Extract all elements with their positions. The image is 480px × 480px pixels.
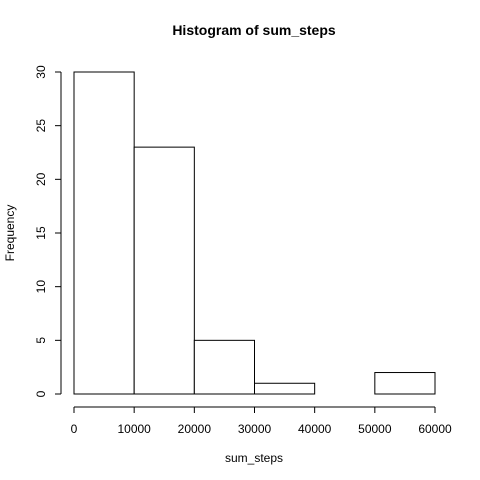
histogram-bar-2 xyxy=(193,339,255,395)
y-axis-label: Frequency xyxy=(3,205,17,262)
chart-title: Histogram of sum_steps xyxy=(172,22,336,38)
y-tick-label-6: 30 xyxy=(34,65,48,79)
histogram-bar-0 xyxy=(73,71,135,395)
x-tick-label-4: 40000 xyxy=(298,422,332,436)
x-axis: 0 10000 20000 30000 40000 50000 60000 xyxy=(71,406,452,436)
y-tick-label-3: 15 xyxy=(34,226,48,240)
x-tick-label-1: 10000 xyxy=(117,422,151,436)
histogram-bar-5 xyxy=(374,372,436,395)
y-tick-label-4: 20 xyxy=(34,172,48,186)
y-axis: 0 5 10 15 20 25 30 xyxy=(34,65,62,397)
x-tick-label-6: 60000 xyxy=(418,422,452,436)
bars-group xyxy=(73,71,436,395)
x-axis-label: sum_steps xyxy=(225,451,283,465)
x-tick-label-2: 20000 xyxy=(178,422,212,436)
y-tick-label-1: 5 xyxy=(34,337,48,344)
y-tick-label-2: 10 xyxy=(34,280,48,294)
y-tick-label-5: 25 xyxy=(34,119,48,133)
x-tick-label-3: 30000 xyxy=(238,422,272,436)
x-tick-label-0: 0 xyxy=(71,422,78,436)
histogram-bar-3 xyxy=(254,382,316,395)
histogram-bar-1 xyxy=(133,146,195,395)
y-tick-label-0: 0 xyxy=(34,390,48,397)
x-tick-label-5: 50000 xyxy=(358,422,392,436)
